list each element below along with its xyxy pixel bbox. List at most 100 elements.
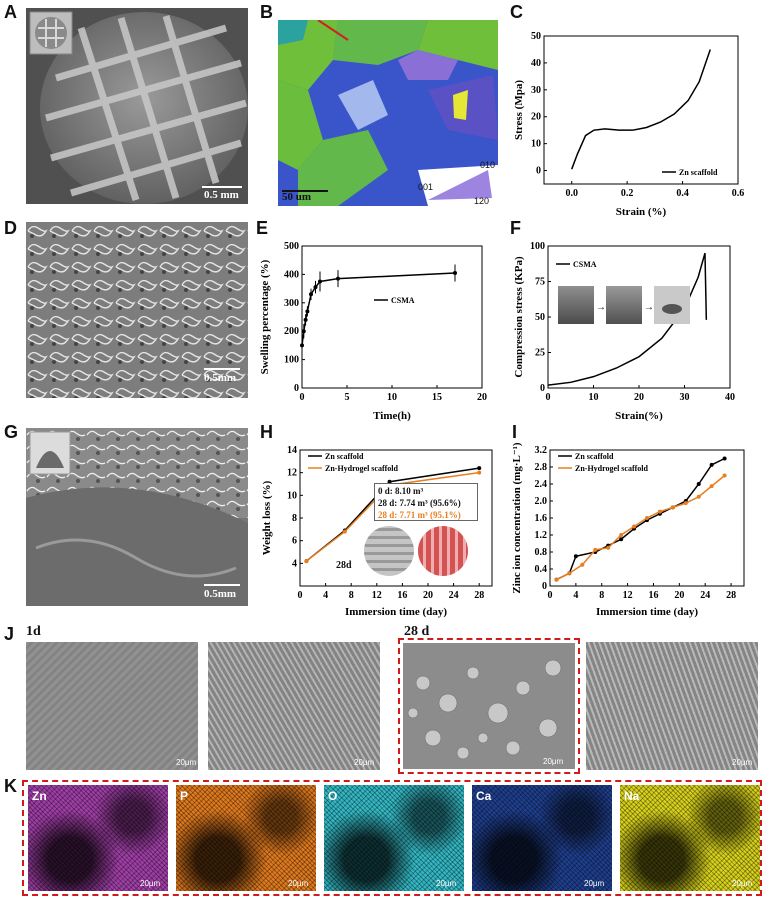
ct-inset-grey <box>364 526 414 576</box>
legend-label: Zn scaffold <box>575 452 614 461</box>
x-tick-label: 20 <box>634 392 644 403</box>
legend-label: CSMA <box>391 296 415 305</box>
inset-photo-2 <box>606 286 642 324</box>
y-tick-label: 0 <box>540 383 545 394</box>
data-point <box>632 524 637 529</box>
series-line <box>547 252 708 386</box>
eds-map-scale: 20μm <box>732 879 753 888</box>
scale-label-b: 50 um <box>282 191 312 203</box>
scale-label-g: 0.5mm <box>204 588 237 600</box>
data-point <box>670 505 675 510</box>
scale-label-a: 0.5 mm <box>204 189 239 201</box>
sem-image-j4: 20μm <box>586 642 758 770</box>
y-tick-label: 8 <box>292 513 297 524</box>
eds-map-texture <box>324 785 464 891</box>
scaffold-grid-graphic <box>26 8 248 204</box>
inset-photo-1 <box>558 286 594 324</box>
x-tick-label: 12 <box>372 590 382 601</box>
data-point <box>303 317 308 322</box>
eds-map-na: Na 20μm <box>620 785 760 891</box>
eds-map-scale: 20μm <box>288 879 309 888</box>
data-point <box>318 279 322 284</box>
y-tick-label: 10 <box>531 139 541 150</box>
annotation-0d: 0 d: 8.10 m³ <box>378 486 424 496</box>
ebsd-map-b: 001 010 120 50 um <box>278 20 498 206</box>
inset-arrow-2: → <box>644 302 654 313</box>
data-point <box>580 562 585 567</box>
data-point <box>619 533 624 537</box>
data-point <box>593 547 598 552</box>
panel-letter-i: I <box>512 422 518 442</box>
ebsd-key-120: 120 <box>474 196 490 206</box>
data-point <box>696 494 701 499</box>
data-point <box>477 470 482 475</box>
legend-label: Zn scaffold <box>679 168 718 177</box>
eds-map-scale: 20μm <box>436 879 457 888</box>
scale-label-j1: 20μm <box>176 758 197 767</box>
series-line <box>556 457 725 581</box>
annotation-28d-hydrogel: 28 d: 7.71 m³ (95.1%) <box>378 510 461 520</box>
sem-image-j3: 20μm <box>403 643 575 769</box>
data-point <box>387 479 392 484</box>
data-point <box>477 466 482 471</box>
data-point <box>619 537 624 542</box>
eds-map-scale: 20μm <box>140 879 161 888</box>
data-point <box>683 501 688 506</box>
weight-annotation-box: 0 d: 8.10 m³ 28 d: 7.74 m³ (95.6%) 28 d:… <box>374 483 478 521</box>
x-tick-label: 0.0 <box>565 188 578 199</box>
data-point <box>645 516 649 520</box>
y-tick-label: 20 <box>531 112 541 123</box>
x-tick-label: 8 <box>349 590 354 601</box>
x-tick-label: 30 <box>680 392 690 403</box>
y-tick-label: 100 <box>284 355 299 366</box>
eds-map-label: Na <box>624 789 640 803</box>
x-tick-label: 0 <box>298 590 303 601</box>
series-line <box>556 474 726 581</box>
eds-map-p: P 20μm <box>176 785 316 891</box>
x-tick-label: 16 <box>648 590 658 601</box>
eds-map-label: Ca <box>476 789 492 803</box>
y-tick-label: 2.0 <box>535 496 548 507</box>
eds-map-label: O <box>328 789 338 803</box>
series-line <box>305 471 480 562</box>
data-point <box>709 462 714 467</box>
chart-swelling: 0 5 10 15 200100200300400500Time(h)Swelling … <box>259 241 487 422</box>
inset-arrow-1: → <box>596 302 606 313</box>
eds-map-texture <box>176 785 316 891</box>
y-tick-label: 50 <box>535 312 545 323</box>
scale-bar-d <box>204 368 240 370</box>
data-point <box>696 482 701 486</box>
y-tick-label: 0.8 <box>535 547 548 558</box>
data-point <box>300 343 304 348</box>
scale-bar-a <box>202 186 242 188</box>
coated-surface-graphic <box>26 428 248 606</box>
x-axis-label: Strain(%) <box>615 410 663 422</box>
legend-label: Zn-Hydrogel scaffold <box>325 464 399 473</box>
y-axis-label: Compression stress (KPa) <box>513 256 525 378</box>
x-tick-label: 28 <box>726 590 736 601</box>
data-point <box>313 285 318 290</box>
eds-map-texture <box>620 785 760 891</box>
data-point <box>657 509 662 514</box>
plot-frame <box>543 35 739 185</box>
x-tick-label: 4 <box>323 590 328 601</box>
x-tick-label: 4 <box>573 590 578 601</box>
data-point <box>722 473 727 478</box>
eds-map-texture <box>28 785 168 891</box>
x-tick-label: 8 <box>599 590 604 601</box>
x-tick-label: 15 <box>432 392 442 403</box>
y-tick-label: 0.4 <box>535 564 548 575</box>
eds-map-ca: Ca 20μm <box>472 785 612 891</box>
sem-image-g: 0.5mm <box>26 428 248 606</box>
y-tick-label: 0 <box>542 581 547 592</box>
y-tick-label: 6 <box>292 536 297 547</box>
inset-photo-3 <box>654 286 690 324</box>
data-point <box>305 309 310 314</box>
x-axis-label: Strain (%) <box>616 206 667 218</box>
legend-label: Zn-Hydrogel scaffold <box>575 464 649 473</box>
y-tick-label: 2.4 <box>535 479 548 490</box>
y-tick-label: 500 <box>284 241 299 252</box>
y-tick-label: 50 <box>531 31 541 42</box>
y-tick-label: 30 <box>531 85 541 96</box>
x-tick-label: 20 <box>423 590 433 601</box>
